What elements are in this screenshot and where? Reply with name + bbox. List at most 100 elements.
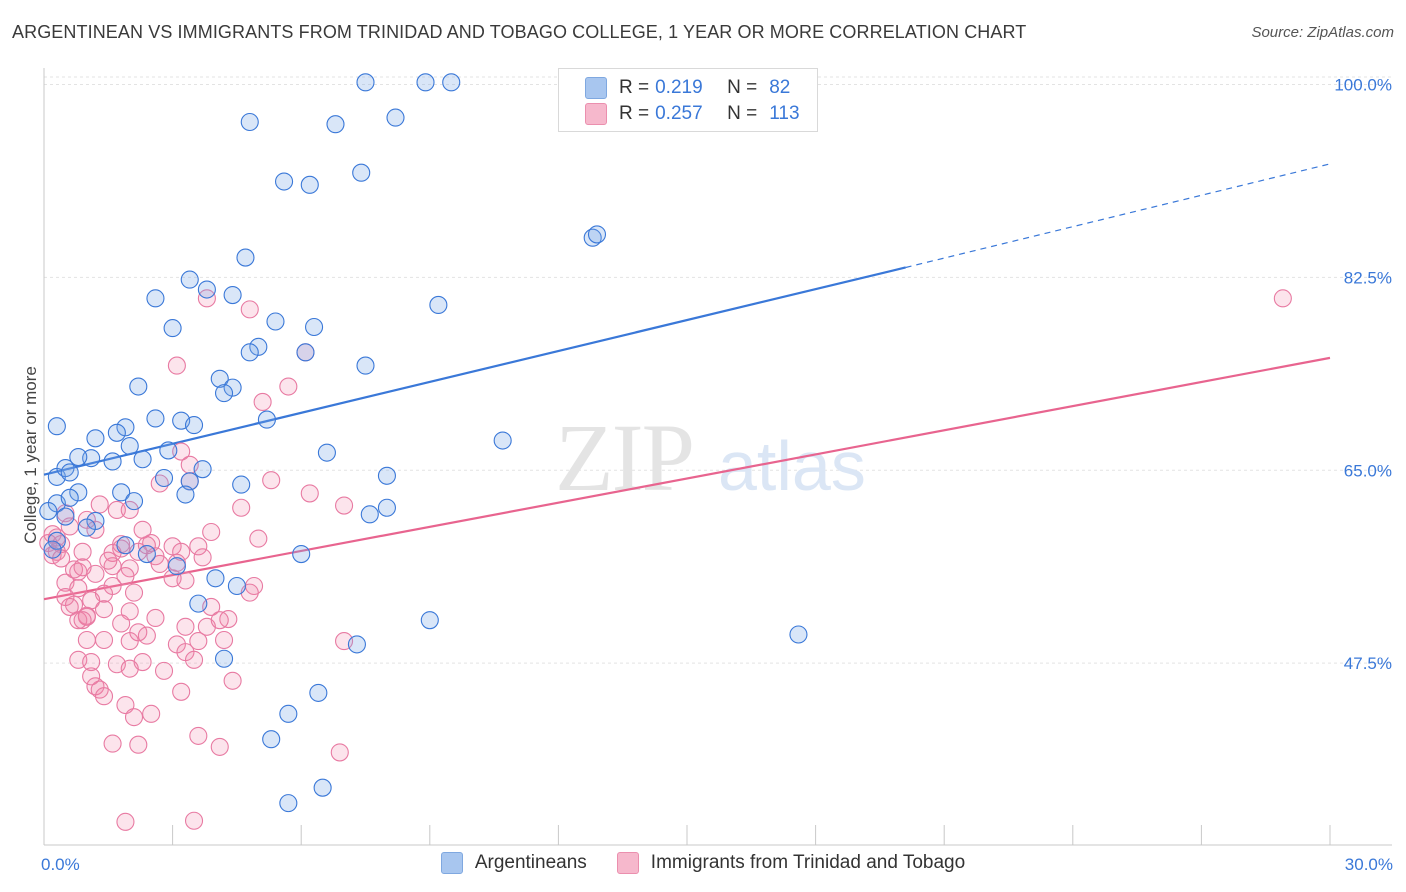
point-trinidad [129,623,148,642]
point-argentinean [416,73,435,92]
point-trinidad [56,587,75,607]
point-trinidad [189,537,208,556]
point-trinidad [82,652,101,672]
data-points [39,73,1292,831]
series-legend-argentineans[interactable]: Argentineans [440,852,587,874]
point-argentinean [386,108,405,127]
point-trinidad [142,704,161,723]
point-argentinean [317,443,336,462]
y-axis-label: College, 1 year or more [21,366,40,544]
x-tick-label-max: 30.0% [1345,855,1393,874]
point-argentinean [176,485,195,504]
point-trinidad [223,671,242,690]
point-argentinean [137,544,156,564]
y-tick-label: 65.0% [1344,461,1392,480]
point-argentinean [214,649,234,668]
point-argentinean [275,172,294,191]
chart-title: ARGENTINEAN VS IMMIGRANTS FROM TRINIDAD … [12,22,1027,42]
series-legend-trinidad[interactable]: Immigrants from Trinidad and Tobago [616,852,966,874]
point-trinidad [184,650,204,669]
point-trinidad [202,522,221,542]
point-trinidad [335,496,354,515]
y-tick-label: 82.5% [1344,268,1392,287]
point-trinidad [94,600,114,619]
source-credit: Source: ZipAtlas.com [1251,24,1394,41]
point-argentinean [146,409,165,428]
point-argentinean [377,466,396,485]
point-trinidad [112,614,131,633]
point-argentinean [154,468,174,488]
point-trinidad [249,529,268,548]
trend-lines [43,163,1331,601]
point-argentinean [356,356,375,375]
watermark: ZIP atlas [555,404,866,511]
point-trinidad [124,708,144,727]
point-argentinean [60,463,79,482]
legend-row-argentineans: R = 0.219 N = 82 [585,75,790,101]
point-argentinean [587,225,607,244]
point-trinidad [60,597,79,616]
point-argentinean [146,289,165,308]
point-trinidad [172,682,191,701]
y-tick-label: 100.0% [1334,76,1392,95]
point-argentinean [124,492,144,511]
point-argentinean [296,343,315,362]
series-label: Argentineans [474,852,587,873]
point-argentinean [223,378,242,397]
trend-line-argentineans [43,266,906,476]
point-trinidad [210,611,229,630]
point-argentinean [120,436,139,456]
point-trinidad [94,630,114,650]
point-argentinean [69,448,88,467]
point-argentinean [262,730,281,749]
point-trinidad [262,471,281,490]
point-trinidad [90,495,109,514]
point-trinidad [232,498,251,517]
axis-labels: 47.5% 65.0% 82.5% 100.0% 0.0% 30.0% [41,76,1393,874]
point-trinidad [193,548,212,567]
point-trinidad [116,567,135,586]
series-swatch-pink [616,852,639,874]
point-trinidad [99,551,118,570]
legend-r-value: 0.219 [655,77,703,98]
point-trinidad [103,576,122,596]
legend-r-value: 0.257 [655,103,703,124]
point-trinidad [154,661,174,680]
point-argentinean [789,625,808,644]
point-argentinean [180,270,199,289]
point-argentinean [163,319,182,338]
point-argentinean [43,540,62,559]
trend-line-trinidad [43,356,1331,601]
point-trinidad [1273,289,1292,308]
point-argentinean [167,557,186,576]
point-trinidad [73,558,92,577]
point-trinidad [300,484,319,503]
trend-line-argentineans-extension [905,163,1331,269]
point-trinidad [129,735,148,754]
point-trinidad [210,737,229,756]
point-argentinean [56,507,75,526]
legend-swatch-blue [585,77,607,99]
series-label: Immigrants from Trinidad and Tobago [650,852,966,873]
point-trinidad [240,300,259,319]
point-argentinean [69,483,88,502]
point-trinidad [116,812,135,831]
axes [43,68,1392,846]
gridlines [44,76,1392,664]
watermark-zip: ZIP [555,404,693,511]
point-argentinean [223,285,242,305]
point-trinidad [189,632,208,651]
legend-r-label: R = [619,103,650,124]
point-trinidad [120,500,139,520]
x-tick-label-min: 0.0% [41,855,80,874]
point-argentinean [82,449,101,468]
point-trinidad [103,734,122,753]
point-trinidad [172,442,191,461]
point-argentinean [279,704,298,723]
point-argentinean [193,460,212,479]
point-argentinean [356,73,375,92]
y-tick-label: 47.5% [1344,654,1392,673]
point-argentinean [313,778,332,797]
point-trinidad [163,569,182,588]
point-argentinean [232,475,251,494]
